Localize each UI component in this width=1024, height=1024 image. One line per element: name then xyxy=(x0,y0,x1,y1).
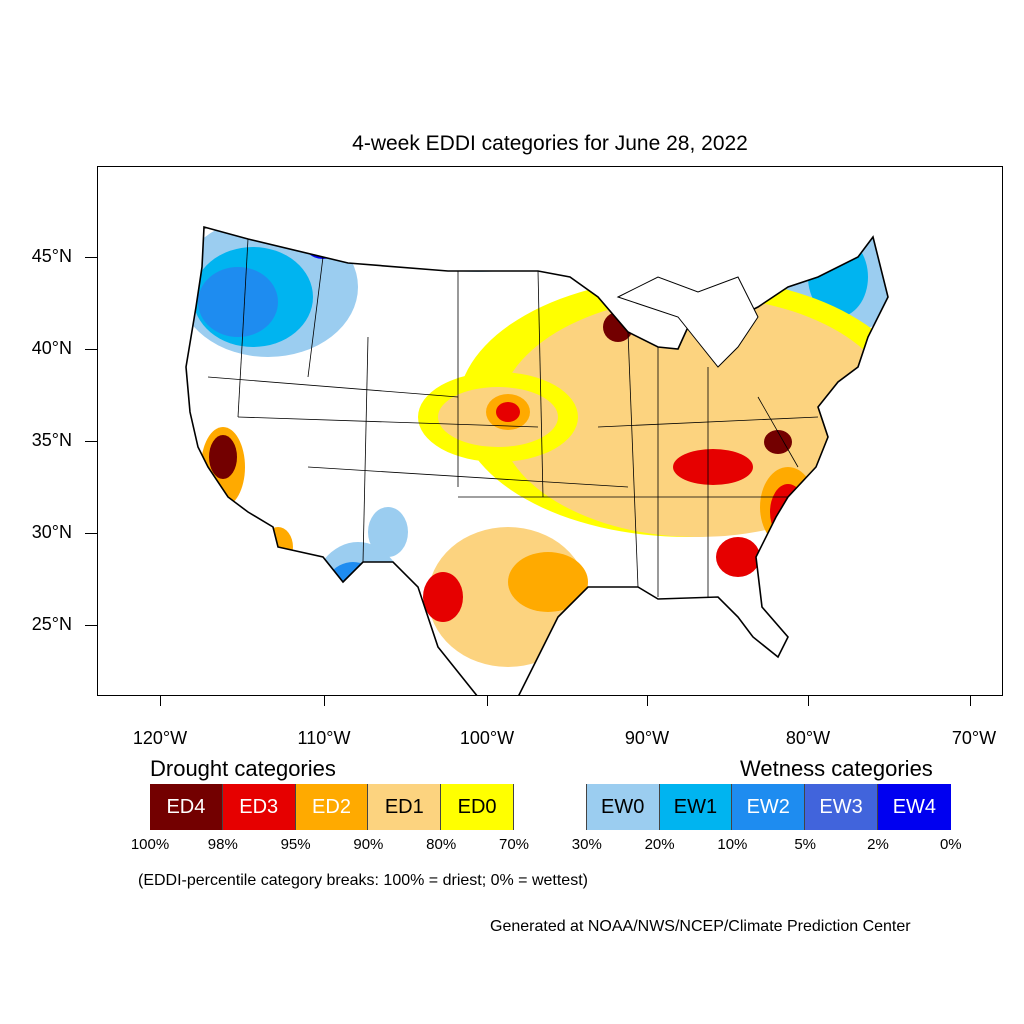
legend-box-none xyxy=(513,784,587,830)
legend-box-ew0: EW0 xyxy=(586,784,660,830)
legend-box-ed2: ED2 xyxy=(295,784,369,830)
legend-box-ed1: ED1 xyxy=(368,784,442,830)
state-borders xyxy=(207,238,819,597)
category-legend: ED4 ED3 ED2 ED1 ED0 EW0 EW1 EW2 EW3 EW4 xyxy=(150,784,951,830)
percentile-break-label: 5% xyxy=(794,836,817,853)
drought-categories-title: Drought categories xyxy=(150,756,336,781)
x-tick xyxy=(487,696,488,706)
x-tick xyxy=(647,696,648,706)
y-tick xyxy=(85,257,97,258)
great-lakes xyxy=(616,276,759,368)
legend-box-ew3: EW3 xyxy=(805,784,878,830)
x-tick-label: 80°W xyxy=(785,728,831,748)
y-tick xyxy=(85,349,97,350)
x-tick xyxy=(970,696,971,706)
percentile-break-label: 10% xyxy=(717,836,748,853)
wetness-categories-title: Wetness categories xyxy=(740,756,933,781)
x-tick-label: 120°W xyxy=(132,728,188,748)
map-canvas xyxy=(185,225,889,695)
x-tick xyxy=(160,696,161,706)
x-tick xyxy=(808,696,809,706)
percentile-break-label: 100% xyxy=(130,836,170,853)
y-tick-label: 40°N xyxy=(31,338,72,358)
x-tick xyxy=(324,696,325,706)
percentile-break-label: 90% xyxy=(353,836,384,853)
y-tick-label: 35°N xyxy=(31,430,72,450)
x-tick-label: 100°W xyxy=(459,728,515,748)
legend-box-ew2: EW2 xyxy=(732,784,806,830)
legend-box-ed0: ED0 xyxy=(441,784,514,830)
percentile-break-label: 98% xyxy=(207,836,238,853)
percentile-break-label: 20% xyxy=(644,836,675,853)
percentile-break-label: 70% xyxy=(498,836,530,853)
eddi-map xyxy=(97,166,1003,696)
percentile-break-label: 80% xyxy=(426,836,457,853)
y-tick xyxy=(85,441,97,442)
x-tick-label: 110°W xyxy=(297,728,351,748)
y-tick-label: 25°N xyxy=(31,614,72,634)
percentile-break-label: 30% xyxy=(571,836,602,853)
legend-box-ed4: ED4 xyxy=(150,784,223,830)
credit-line: Generated at NOAA/NWS/NCEP/Climate Predi… xyxy=(490,918,911,935)
y-tick-label: 30°N xyxy=(31,522,72,542)
coastline xyxy=(185,225,889,695)
category-note: (EDDI-percentile category breaks: 100% =… xyxy=(138,872,588,889)
y-tick-label: 45°N xyxy=(31,246,72,266)
map-title: 4-week EDDI categories for June 28, 2022 xyxy=(352,132,748,155)
legend-box-ew1: EW1 xyxy=(659,784,733,830)
category-fill xyxy=(186,227,888,695)
x-tick-label: 70°W xyxy=(951,728,997,748)
percentile-break-label: 0% xyxy=(939,836,962,853)
legend-box-ed3: ED3 xyxy=(222,784,296,830)
x-tick-label: 90°W xyxy=(624,728,670,748)
percentile-break-label: 95% xyxy=(280,836,311,853)
legend-box-ew4: EW4 xyxy=(877,784,951,830)
y-tick xyxy=(85,625,97,626)
percentile-break-label: 2% xyxy=(867,836,889,853)
y-tick xyxy=(85,533,97,534)
